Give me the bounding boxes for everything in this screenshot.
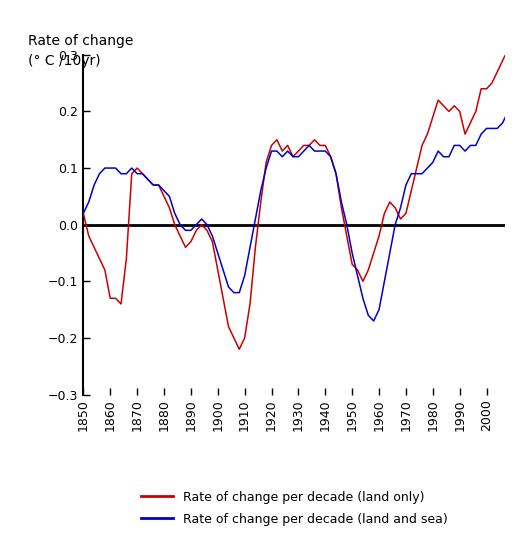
Legend: Rate of change per decade (land only), Rate of change per decade (land and sea): Rate of change per decade (land only), R…: [137, 486, 452, 530]
Text: Rate of change: Rate of change: [29, 34, 134, 48]
Text: (° C /10yr): (° C /10yr): [29, 54, 101, 68]
